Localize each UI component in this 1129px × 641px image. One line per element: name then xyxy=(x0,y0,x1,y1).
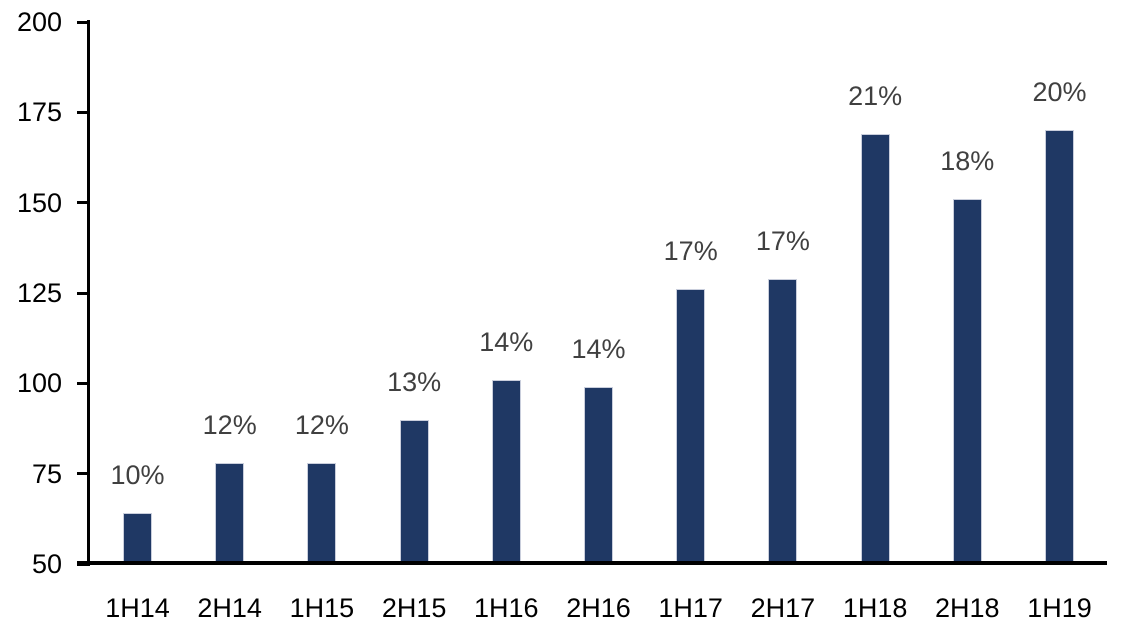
bar-value-label: 10% xyxy=(110,460,165,491)
bar-value-label: 20% xyxy=(1032,77,1087,108)
bar xyxy=(676,289,706,564)
bar-value-label: 14% xyxy=(571,333,626,364)
bar xyxy=(307,462,337,564)
y-axis-tick xyxy=(77,381,90,385)
bar-value-label: 12% xyxy=(202,409,257,440)
x-axis-category-label: 1H17 xyxy=(658,593,723,623)
bar-value-label: 14% xyxy=(479,326,534,357)
bar xyxy=(768,278,798,564)
bar xyxy=(1045,130,1074,564)
x-axis-category-label: 2H15 xyxy=(381,593,447,623)
bar-value-label: 17% xyxy=(663,236,718,267)
y-axis-tick-label: 175 xyxy=(16,97,62,128)
y-axis-tick xyxy=(77,110,90,114)
bar xyxy=(399,419,429,564)
y-axis-tick-label: 50 xyxy=(31,549,62,579)
x-axis-category-label: 2H14 xyxy=(197,593,262,623)
y-axis-tick-label: 125 xyxy=(16,278,62,308)
bar-value-label: 13% xyxy=(387,366,442,397)
y-axis-tick-label: 75 xyxy=(31,458,62,489)
y-axis-tick xyxy=(77,201,90,205)
bar-value-label: 17% xyxy=(755,225,810,256)
x-axis-category-label: 1H19 xyxy=(1027,593,1092,623)
x-axis-category-label: 1H14 xyxy=(105,593,170,623)
bar xyxy=(491,379,521,564)
x-axis-category-label: 1H18 xyxy=(842,593,908,623)
y-axis-tick-label: 150 xyxy=(16,187,62,218)
y-axis-tick-label: 200 xyxy=(16,7,62,37)
x-axis-category-label: 1H15 xyxy=(289,593,355,623)
bar xyxy=(952,199,982,564)
bar xyxy=(860,134,890,564)
x-axis-line xyxy=(77,561,1107,565)
x-axis-category-label: 2H16 xyxy=(566,593,631,623)
y-axis-tick-label: 100 xyxy=(16,368,62,399)
bar-value-label: 21% xyxy=(848,81,903,111)
bar-value-label: 12% xyxy=(294,409,349,440)
bar xyxy=(215,462,245,564)
x-axis-category-label: 2H17 xyxy=(750,593,816,623)
bar-value-label: 18% xyxy=(940,146,995,177)
bar xyxy=(584,386,613,564)
bar xyxy=(123,513,152,564)
y-axis-tick xyxy=(77,20,90,24)
y-axis-tick xyxy=(77,472,90,476)
y-axis-tick xyxy=(77,291,90,295)
y-axis-tick xyxy=(77,562,90,566)
x-axis-category-label: 1H16 xyxy=(474,593,539,623)
x-axis-category-label: 2H18 xyxy=(935,593,1000,623)
